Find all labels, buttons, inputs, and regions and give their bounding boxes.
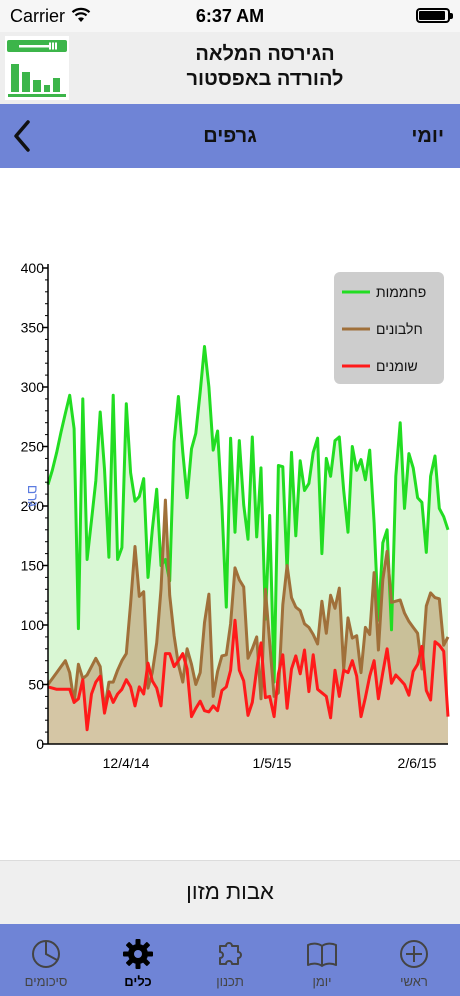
navigation-bar: גרפים יומי [0, 104, 460, 168]
carrier-label: Carrier [10, 6, 66, 26]
y-axis-label: גרם [25, 485, 41, 508]
nutrition-chart: 0 50 100 150 200 250 300 350 400 12/4/14 1/5/15 2/6… [21, 260, 450, 771]
y-tick-label: 300 [21, 379, 45, 395]
tab-journal[interactable]: יומן [276, 924, 368, 996]
macronutrients-button[interactable]: אבות מזון [0, 860, 460, 924]
y-tick-label: 50 [28, 677, 44, 693]
x-tick-label: 12/4/14 [103, 755, 150, 771]
tab-label: יומן [312, 974, 332, 989]
series-line-0 [46, 345, 450, 684]
plus-circle-icon [400, 940, 428, 968]
tab-summaries[interactable]: סיכומים [0, 924, 92, 996]
promo-text: הגירסה המלאה להורדה באפסטור [80, 42, 450, 92]
y-tick-label: 250 [21, 439, 45, 455]
back-chevron-icon[interactable] [8, 118, 40, 154]
y-tick-label: 400 [21, 260, 45, 276]
series-line-1 [46, 498, 450, 711]
tab-label: ראשי [400, 974, 428, 989]
y-tick-label: 0 [36, 736, 44, 752]
tab-home[interactable]: ראשי [368, 924, 460, 996]
status-bar: Carrier 6:37 AM [0, 0, 460, 32]
y-tick-label: 200 [21, 498, 45, 514]
chart-area: 0 50 100 150 200 250 300 350 400 12/4/14 1/5/15 2/6… [0, 168, 460, 860]
legend-label: פחממות [376, 284, 426, 300]
promo-banner[interactable]: הגירסה המלאה להורדה באפסטור [0, 32, 460, 104]
tab-label: תכנון [216, 974, 244, 989]
series-line-2 [47, 618, 450, 732]
y-tick-label: 100 [21, 617, 45, 633]
legend-label: שומנים [376, 358, 418, 374]
period-toggle-button[interactable]: יומי [411, 125, 444, 147]
legend-label: חלבונים [376, 321, 423, 337]
pie-chart-icon [32, 940, 60, 968]
x-tick-label: 2/6/15 [398, 755, 437, 771]
page-title: גרפים [203, 125, 257, 147]
promo-line-1: הגירסה המלאה [195, 43, 335, 65]
book-icon [307, 942, 337, 967]
gear-icon [123, 939, 153, 969]
y-tick-label: 150 [21, 558, 45, 574]
series-area-2 [48, 620, 448, 744]
tab-label: סיכומים [24, 974, 68, 989]
tab-bar: סיכומים כלים תכנון יומן [0, 924, 460, 996]
puzzle-icon [219, 942, 242, 965]
app-logo-icon [5, 36, 69, 100]
legend-box [334, 272, 444, 384]
battery-icon [416, 8, 453, 23]
x-tick-label: 1/5/15 [253, 755, 292, 771]
wifi-icon [71, 7, 91, 22]
y-tick-label: 350 [21, 320, 45, 336]
tab-tools[interactable]: כלים [92, 924, 184, 996]
tab-planning[interactable]: תכנון [184, 924, 276, 996]
clock: 6:37 AM [195, 6, 265, 26]
tab-label: כלים [124, 974, 152, 989]
promo-line-2: להורדה באפסטור [186, 68, 344, 90]
